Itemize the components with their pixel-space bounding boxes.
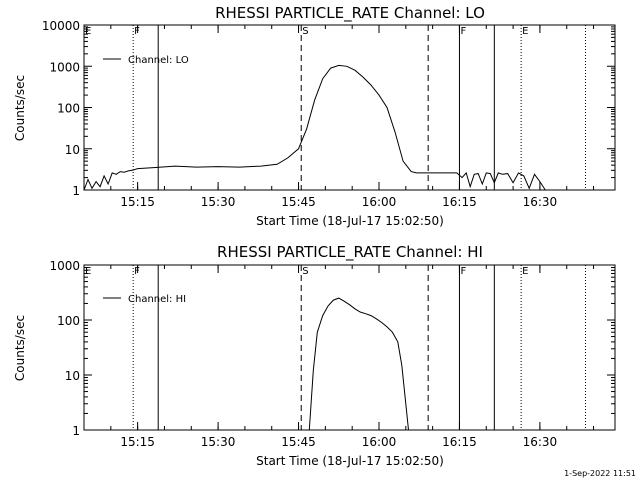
lo-x-tick-label: 15:15 — [120, 195, 155, 209]
hi-channel-panel: RHESSI PARTICLE_RATE Channel: HI Counts/… — [13, 243, 616, 468]
hi-y-tick-label: 1 — [72, 424, 80, 438]
hi-legend-label: Channel: HI — [128, 294, 186, 305]
lo-y-tick-label: 10000 — [42, 19, 80, 33]
hi-x-tick-label: 15:45 — [281, 435, 316, 449]
lo-y-tick-label: 100 — [57, 102, 80, 116]
hi-plot-frame — [83, 264, 616, 431]
lo-event-marker-label: E — [522, 26, 528, 37]
lo-x-tick-label: 15:45 — [281, 195, 316, 209]
lo-event-marker-label: E — [85, 26, 91, 37]
hi-rate-series-line — [308, 297, 409, 431]
lo-x-tick-label: 16:15 — [442, 195, 477, 209]
lo-y-tick-label: 1 — [72, 184, 80, 198]
hi-event-marker-label: F — [134, 266, 140, 277]
hi-event-marker-label: F — [460, 266, 466, 277]
lo-plot-frame — [83, 24, 616, 191]
lo-x-axis-label: Start Time (18-Jul-17 15:02:50) — [256, 214, 444, 228]
lo-channel-panel: RHESSI PARTICLE_RATE Channel: LO Counts/… — [13, 4, 616, 228]
hi-event-marker-label: S — [302, 266, 308, 277]
lo-event-marker-label: F — [134, 26, 140, 37]
footer-timestamp: 1-Sep-2022 11:51 — [564, 469, 636, 478]
hi-y-tick-label: 10 — [65, 369, 80, 383]
lo-event-marker-label: S — [302, 26, 308, 37]
lo-y-axis-label: Counts/sec — [13, 75, 27, 141]
hi-event-marker-label: E — [522, 266, 528, 277]
hi-x-tick-label: 16:15 — [442, 435, 477, 449]
hi-chart-title: RHESSI PARTICLE_RATE Channel: HI — [217, 243, 483, 262]
lo-y-tick-label: 10 — [65, 143, 80, 157]
hi-y-tick-label: 100 — [57, 314, 80, 328]
hi-event-marker-label: E — [85, 266, 91, 277]
hi-x-tick-label: 15:30 — [201, 435, 236, 449]
lo-rate-series-line — [83, 64, 556, 191]
hi-x-tick-label: 16:00 — [362, 435, 397, 449]
hi-x-axis-label: Start Time (18-Jul-17 15:02:50) — [256, 454, 444, 468]
lo-chart-title: RHESSI PARTICLE_RATE Channel: LO — [215, 4, 485, 23]
hi-y-tick-label: 1000 — [49, 259, 80, 273]
lo-event-marker-label: F — [460, 26, 466, 37]
hi-x-tick-label: 15:15 — [120, 435, 155, 449]
lo-x-tick-label: 15:30 — [201, 195, 236, 209]
hi-y-axis-label: Counts/sec — [13, 315, 27, 381]
hi-x-tick-label: 16:30 — [523, 435, 558, 449]
lo-x-tick-label: 16:30 — [523, 195, 558, 209]
lo-x-tick-label: 16:00 — [362, 195, 397, 209]
lo-y-tick-label: 1000 — [49, 60, 80, 74]
